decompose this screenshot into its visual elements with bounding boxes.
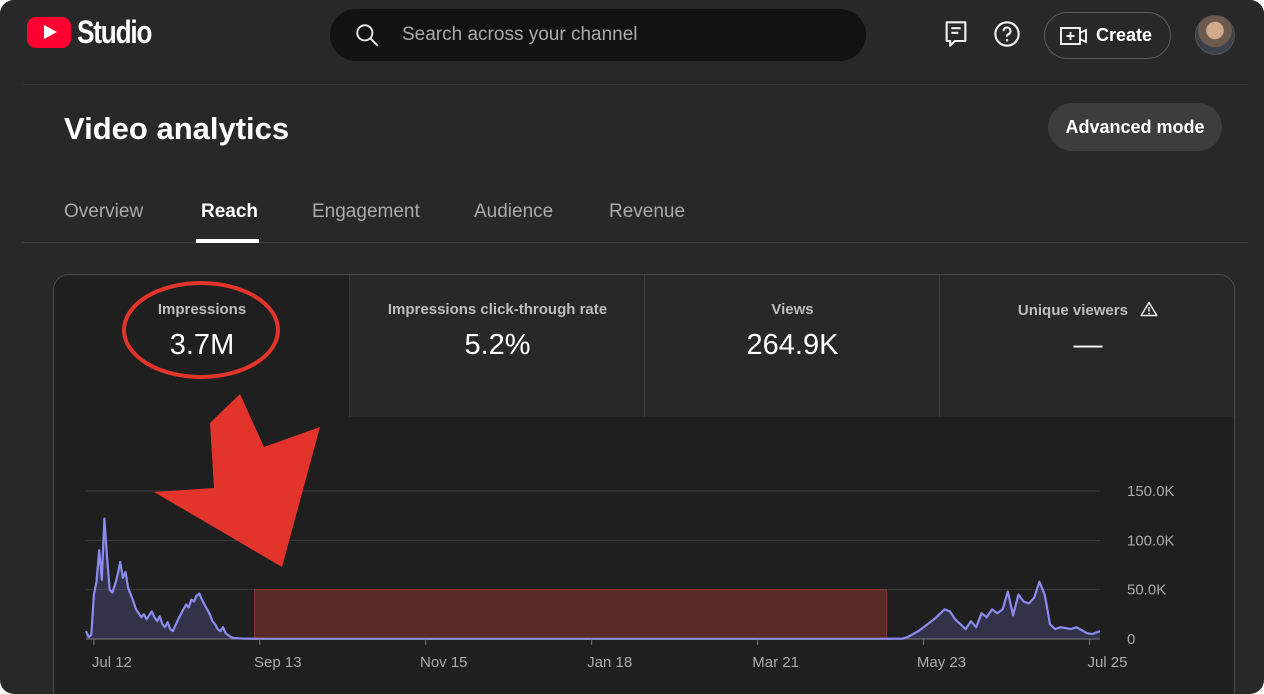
metric-value: 5.2% xyxy=(464,329,531,361)
metric-unique-viewers[interactable]: Unique viewers — xyxy=(940,275,1234,417)
y-tick-label: 50.0K xyxy=(1127,582,1166,599)
x-tick-label: May 23 xyxy=(917,654,966,671)
top-header: Studio Create xyxy=(0,0,1264,78)
create-button[interactable]: Create xyxy=(1044,12,1171,59)
tab-revenue[interactable]: Revenue xyxy=(609,201,686,222)
page-title: Video analytics xyxy=(64,111,290,146)
x-tick-label: Jul 12 xyxy=(92,654,132,671)
metric-value: 264.9K xyxy=(746,329,839,361)
tab-engagement[interactable]: Engagement xyxy=(312,201,420,222)
avatar[interactable] xyxy=(1195,15,1235,55)
x-tick-label: Sep 13 xyxy=(254,654,302,671)
x-tick-label: Mar 21 xyxy=(752,654,799,671)
metric-impressions[interactable]: Impressions 3.7M xyxy=(54,275,350,417)
tab-reach[interactable]: Reach xyxy=(201,201,259,222)
search-icon xyxy=(356,24,379,47)
analytics-tabs: Overview Reach Engagement Audience Reven… xyxy=(22,185,1248,243)
metric-divider xyxy=(644,275,645,417)
create-button-label: Create xyxy=(1096,25,1153,45)
x-tick-label: Nov 15 xyxy=(420,654,468,671)
metric-label: Impressions click-through rate xyxy=(387,301,608,318)
warning-icon[interactable] xyxy=(1140,301,1158,317)
tab-audience[interactable]: Audience xyxy=(474,201,554,222)
metric-divider xyxy=(939,275,940,417)
annotation-arrow xyxy=(154,394,320,567)
create-video-icon xyxy=(1060,26,1087,45)
metric-divider xyxy=(349,275,350,417)
y-tick-label: 100.0K xyxy=(1127,532,1175,549)
metric-label: Impressions xyxy=(157,301,247,318)
impressions-area xyxy=(86,518,1100,639)
metric-label: Views xyxy=(771,301,814,318)
logo-text: Studio xyxy=(77,14,152,50)
advanced-mode-button[interactable]: Advanced mode xyxy=(1048,103,1222,151)
metric-value: 3.7M xyxy=(169,329,235,361)
impressions-line xyxy=(84,517,1101,640)
metric-label-text: Unique viewers xyxy=(1017,302,1128,319)
studio-logo[interactable]: Studio xyxy=(27,16,168,48)
y-tick-label: 150.0K xyxy=(1127,483,1175,500)
annotation-circle xyxy=(122,281,280,379)
metric-ctr[interactable]: Impressions click-through rate 5.2% xyxy=(350,275,645,417)
x-tick-label: Jan 18 xyxy=(587,654,632,671)
youtube-logo-icon xyxy=(27,16,71,48)
x-tick-label: Jul 25 xyxy=(1087,654,1127,671)
tab-overview[interactable]: Overview xyxy=(64,201,144,222)
feedback-icon[interactable] xyxy=(942,20,970,48)
metric-value: — xyxy=(1073,329,1103,361)
highlighted-drop-period xyxy=(254,589,888,640)
search-input[interactable] xyxy=(402,24,822,46)
y-tick-label: 0 xyxy=(1127,631,1135,648)
metric-label: Unique viewers xyxy=(940,301,1234,319)
metric-views[interactable]: Views 264.9K xyxy=(645,275,940,417)
search-bar[interactable] xyxy=(330,9,866,61)
active-tab-indicator xyxy=(196,239,259,243)
help-icon[interactable] xyxy=(993,20,1021,48)
